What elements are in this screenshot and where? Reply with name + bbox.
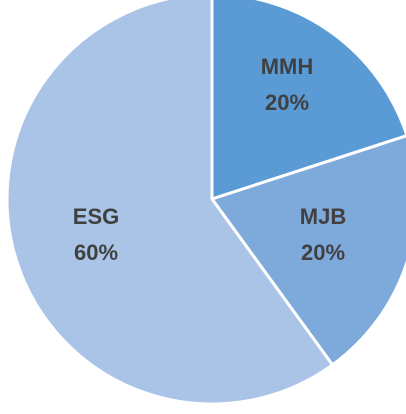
slice-category-label-mjb: MJB	[300, 204, 346, 229]
slice-value-label-esg: 60%	[74, 240, 118, 265]
pie-slice-mmh	[210, 0, 406, 201]
pie-slice-esg	[5, 0, 334, 406]
slice-value-label-mmh: 20%	[265, 90, 309, 115]
pie-slice-mjb	[210, 134, 406, 367]
pie-slices	[5, 0, 406, 406]
pie-labels: MMH 20% MJB 20% ESG 60%	[73, 54, 346, 265]
slice-category-label-esg: ESG	[73, 204, 119, 229]
slice-category-label-mmh: MMH	[261, 54, 314, 79]
slice-value-label-mjb: 20%	[301, 240, 345, 265]
